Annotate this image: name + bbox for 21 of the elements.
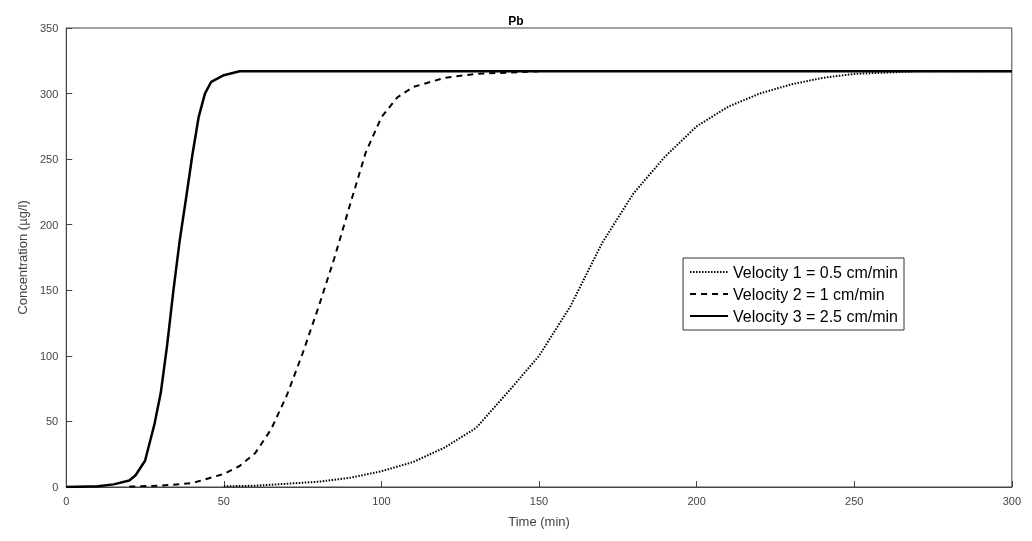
- x-tick-label: 300: [1002, 494, 1021, 507]
- y-tick-label: 250: [39, 153, 59, 166]
- y-tick-label: 100: [39, 349, 59, 362]
- x-tick-label: 250: [845, 494, 864, 507]
- y-tick-label: 350: [39, 22, 59, 34]
- x-tick-label: 0: [63, 494, 70, 507]
- y-axis-title: Concentration (µg/l): [15, 200, 30, 315]
- y-tick-label: 150: [39, 284, 59, 297]
- y-tick-label: 300: [39, 87, 59, 100]
- y-tick-label: 0: [52, 481, 59, 493]
- legend-label: Velocity 1 = 0.5 cm/min: [733, 263, 899, 281]
- chart-title: Pb: [508, 14, 524, 28]
- x-tick-label: 100: [372, 494, 391, 507]
- legend-label: Velocity 2 = 1 cm/min: [733, 285, 885, 303]
- legend-label: Velocity 3 = 2.5 cm/min: [733, 307, 899, 325]
- y-tick-label: 50: [46, 415, 59, 428]
- x-tick-label: 50: [217, 494, 230, 507]
- y-tick-label: 200: [39, 218, 59, 231]
- x-tick-label: 150: [529, 494, 549, 507]
- x-axis-title: Time (min): [508, 514, 570, 529]
- x-tick-label: 200: [687, 494, 706, 507]
